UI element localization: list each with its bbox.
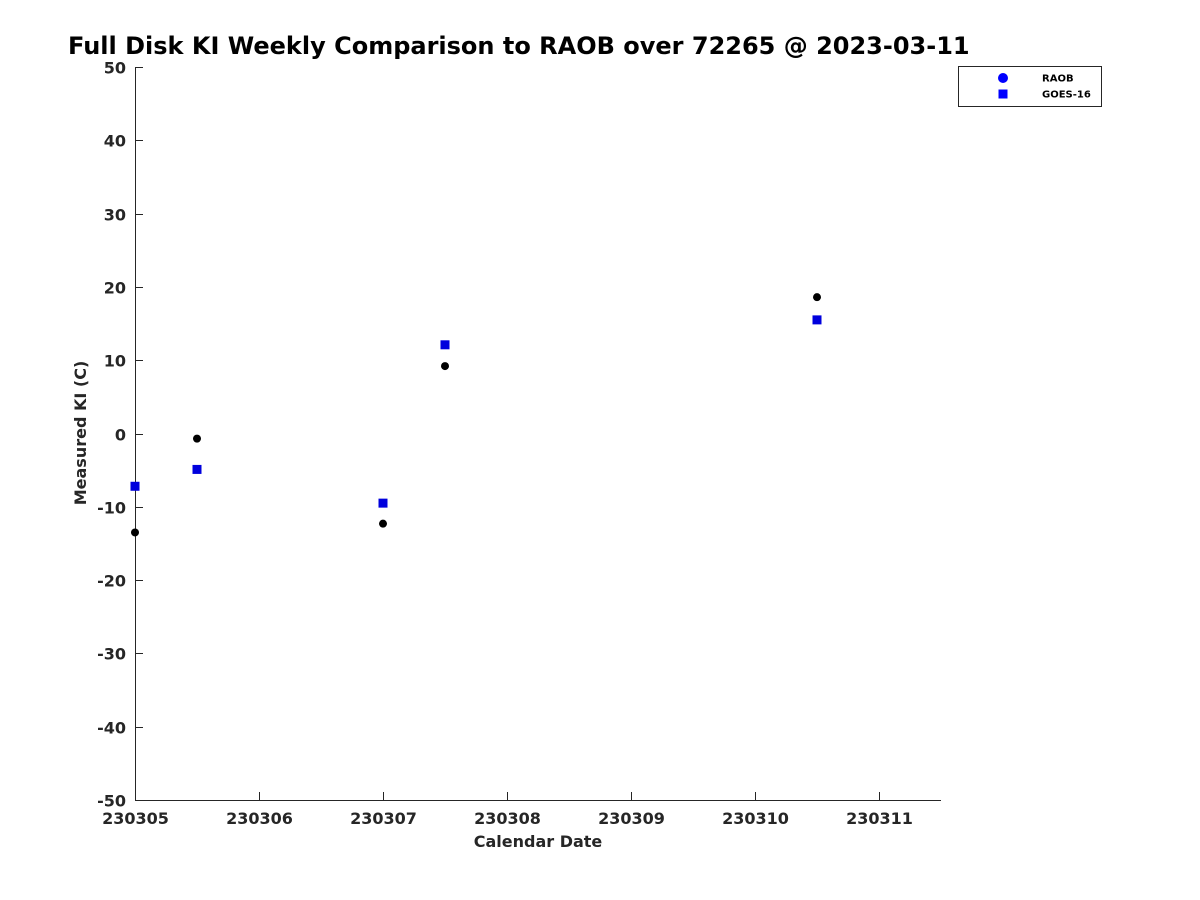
y-axis-label: Measured KI (C) <box>71 361 90 506</box>
raob-point <box>193 434 201 443</box>
x-tick-label: 230307 <box>350 809 417 828</box>
x-tick-label: 230311 <box>846 809 913 828</box>
y-tick-label: 20 <box>104 279 126 298</box>
y-tick-label: 10 <box>104 352 126 371</box>
y-tick-label: 0 <box>115 426 126 445</box>
raob-point <box>441 362 449 371</box>
y-tick-label: -30 <box>97 645 126 664</box>
y-axis: -50 -40 -30 -20 -10 0 10 20 30 40 50 <box>97 59 143 811</box>
y-tick-label: -10 <box>97 499 126 518</box>
x-tick-label: 230306 <box>226 809 293 828</box>
x-tick-label: 230310 <box>722 809 789 828</box>
raob-point <box>131 528 139 537</box>
chart-title: Full Disk KI Weekly Comparison to RAOB o… <box>68 32 970 60</box>
raob-point <box>813 293 821 302</box>
y-tick-label: -20 <box>97 572 126 591</box>
legend-raob-label: RAOB <box>1042 74 1074 85</box>
legend-box <box>958 66 1102 107</box>
y-tick-label: 50 <box>104 59 126 78</box>
legend: RAOB GOES-16 <box>958 66 1102 107</box>
series-goes16 <box>130 315 822 508</box>
x-tick-label: 230305 <box>102 809 169 828</box>
x-tick-label: 230308 <box>474 809 541 828</box>
raob-point <box>379 519 387 528</box>
y-tick-label: 30 <box>104 206 126 225</box>
series-raob <box>131 293 821 537</box>
series-layer <box>130 293 822 537</box>
y-tick-label: -40 <box>97 719 126 738</box>
y-tick-label: -50 <box>97 792 126 811</box>
legend-raob-marker <box>998 73 1008 83</box>
goes16-point <box>130 481 140 491</box>
x-axis: 230305 230306 230307 230308 230309 230310 2303… <box>102 792 941 828</box>
x-tick-label: 230309 <box>598 809 665 828</box>
x-axis-label: Calendar Date <box>474 832 603 851</box>
goes16-point <box>812 315 822 325</box>
goes16-point <box>440 340 450 350</box>
legend-goes16-marker <box>998 89 1008 99</box>
y-tick-label: 40 <box>104 132 126 151</box>
goes16-point <box>192 464 202 474</box>
legend-goes16-label: GOES-16 <box>1042 90 1091 101</box>
goes16-point <box>378 498 388 508</box>
